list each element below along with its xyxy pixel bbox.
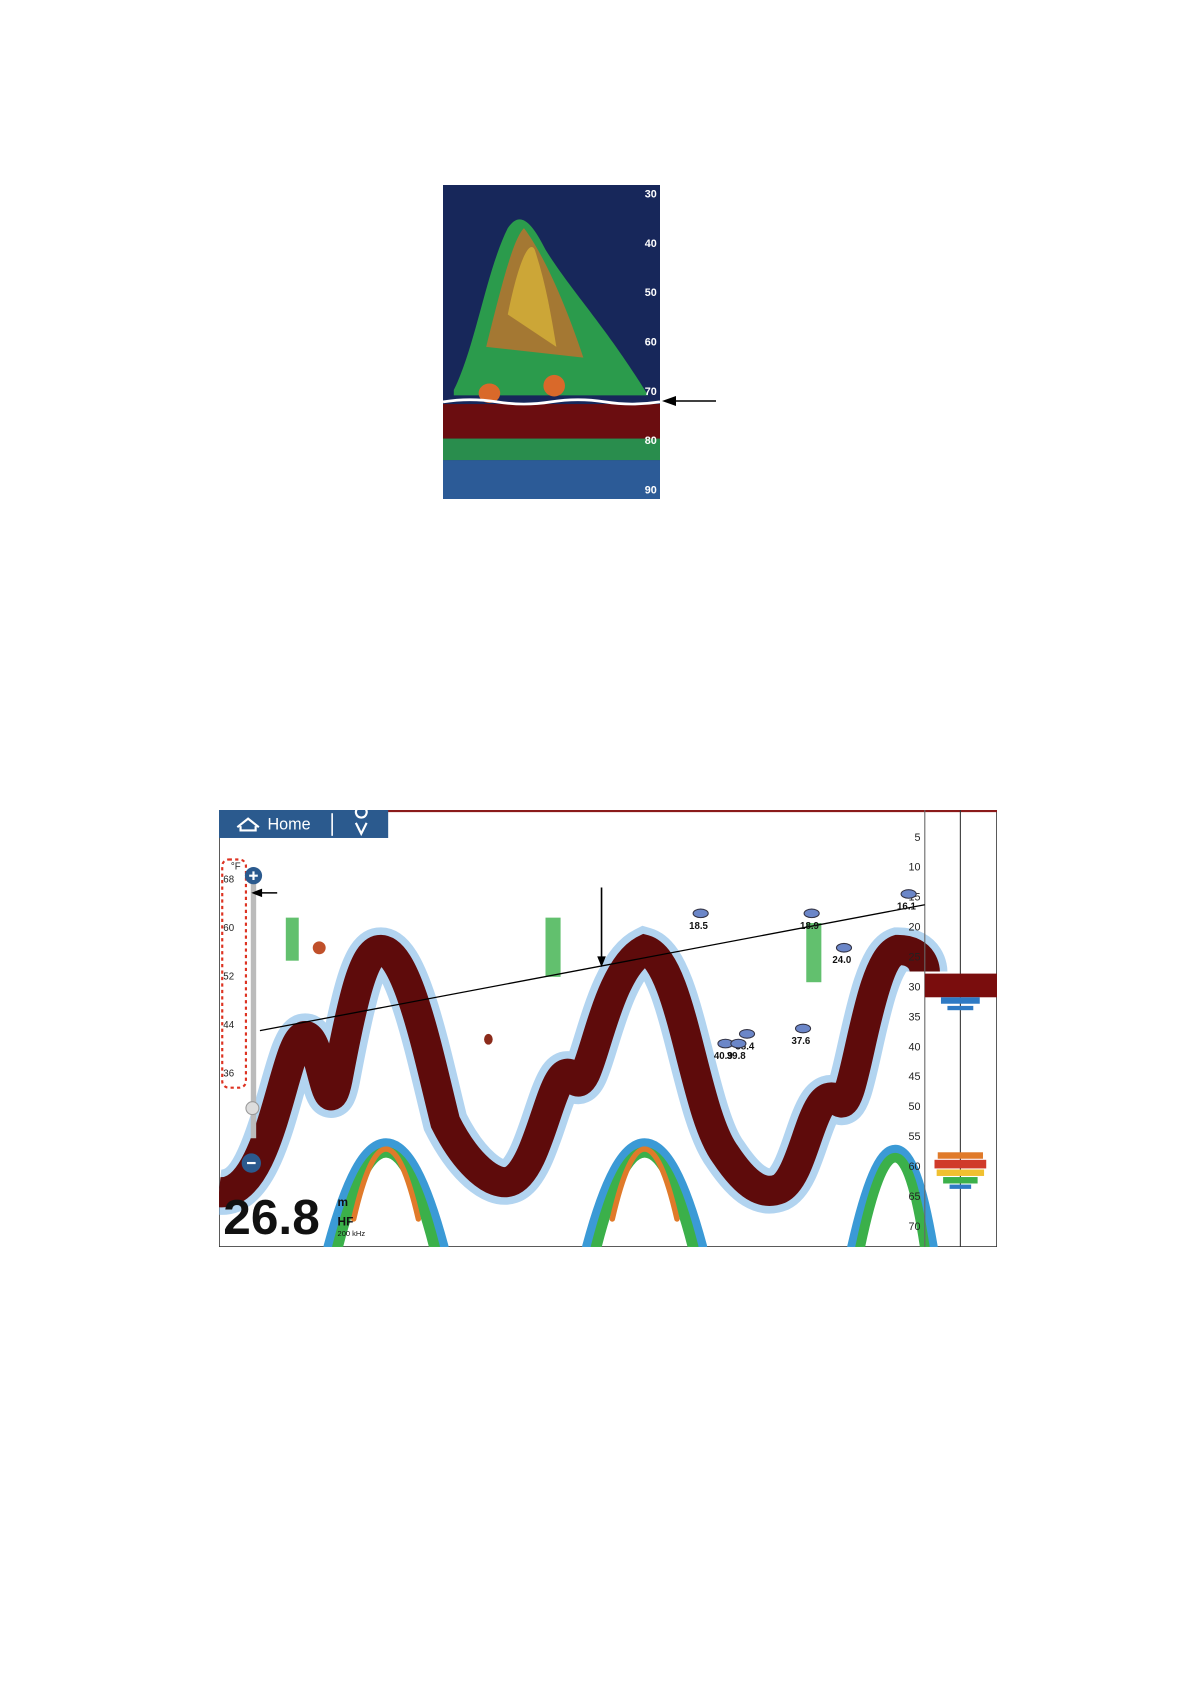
temp-label: 44 bbox=[223, 1020, 234, 1031]
fish-icon bbox=[835, 942, 853, 953]
depth-label: 60 bbox=[909, 1161, 921, 1173]
temp-label: 36 bbox=[223, 1068, 234, 1079]
depth-label: 40 bbox=[909, 1041, 921, 1053]
fish-icon bbox=[730, 1038, 747, 1049]
fish-depth: 40.9 bbox=[714, 1051, 733, 1062]
depth-label: 55 bbox=[909, 1131, 921, 1143]
depth-label: 30 bbox=[909, 981, 921, 993]
temp-label: 60 bbox=[223, 923, 234, 934]
sounder-screen: Home 5 10 15 20 25 30 35 40 45 50 55 60 65 70 °F 68 60 52… bbox=[219, 810, 997, 1247]
temp-label: 68 bbox=[223, 875, 234, 886]
depth-label: 15 bbox=[909, 892, 921, 904]
band: HF bbox=[338, 1214, 354, 1228]
frequency: 200 kHz bbox=[338, 1229, 366, 1238]
echogram-top: 30 40 50 60 70 80 90 bbox=[443, 185, 660, 499]
depth-label: 30 bbox=[645, 189, 657, 201]
depth-label: 45 bbox=[909, 1071, 921, 1083]
depth-label: 70 bbox=[645, 386, 657, 398]
temp-label: 52 bbox=[223, 971, 234, 982]
depth-label: 50 bbox=[645, 287, 657, 299]
temp-unit: °F bbox=[231, 862, 241, 873]
depth-label: 65 bbox=[909, 1191, 921, 1203]
depth-label: 90 bbox=[645, 484, 657, 496]
depth-label: 50 bbox=[909, 1101, 921, 1113]
fish-depth: 39.8 bbox=[727, 1051, 746, 1062]
fish-icon bbox=[738, 1029, 756, 1039]
depth-label: 25 bbox=[909, 952, 921, 964]
fish-icon bbox=[900, 889, 917, 899]
fish-depth: 18.9 bbox=[800, 921, 819, 932]
home-button[interactable]: Home bbox=[267, 815, 310, 833]
depth-label: 20 bbox=[909, 922, 921, 934]
depth-label: 10 bbox=[909, 862, 921, 874]
depth-label: 40 bbox=[645, 238, 657, 250]
fish-icon bbox=[692, 908, 709, 919]
depth-readout: 26.8 bbox=[223, 1190, 319, 1245]
fish-icon bbox=[794, 1023, 812, 1034]
depth-label: 5 bbox=[915, 832, 921, 844]
fish-depth: 37.6 bbox=[791, 1036, 810, 1047]
fish-depth: 24.0 bbox=[832, 955, 851, 966]
fish-icon bbox=[803, 908, 820, 919]
depth-unit: m bbox=[338, 1195, 349, 1209]
fish-depth: 38.4 bbox=[735, 1041, 754, 1052]
depth-label: 35 bbox=[909, 1011, 921, 1023]
fish-depth: 16.1 bbox=[897, 901, 916, 912]
arrow-head bbox=[662, 396, 676, 406]
fish-depth: 18.5 bbox=[689, 921, 708, 932]
depth-label: 60 bbox=[645, 336, 657, 348]
depth-label: 70 bbox=[909, 1221, 921, 1233]
depth-label: 80 bbox=[645, 435, 657, 447]
